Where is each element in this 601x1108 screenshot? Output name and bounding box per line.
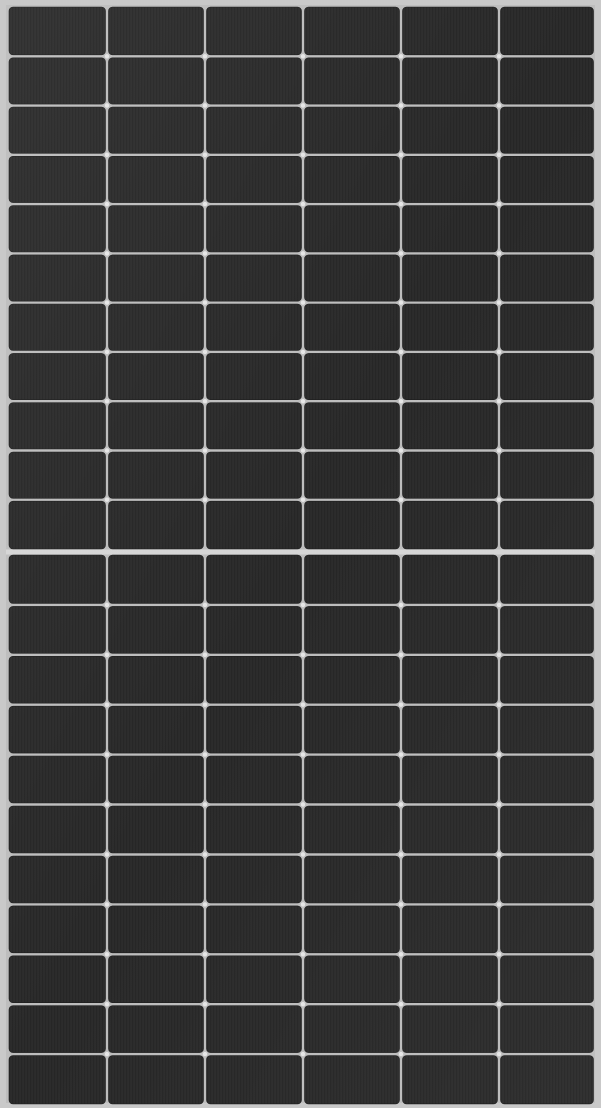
panel-sheen — [6, 5, 595, 1103]
